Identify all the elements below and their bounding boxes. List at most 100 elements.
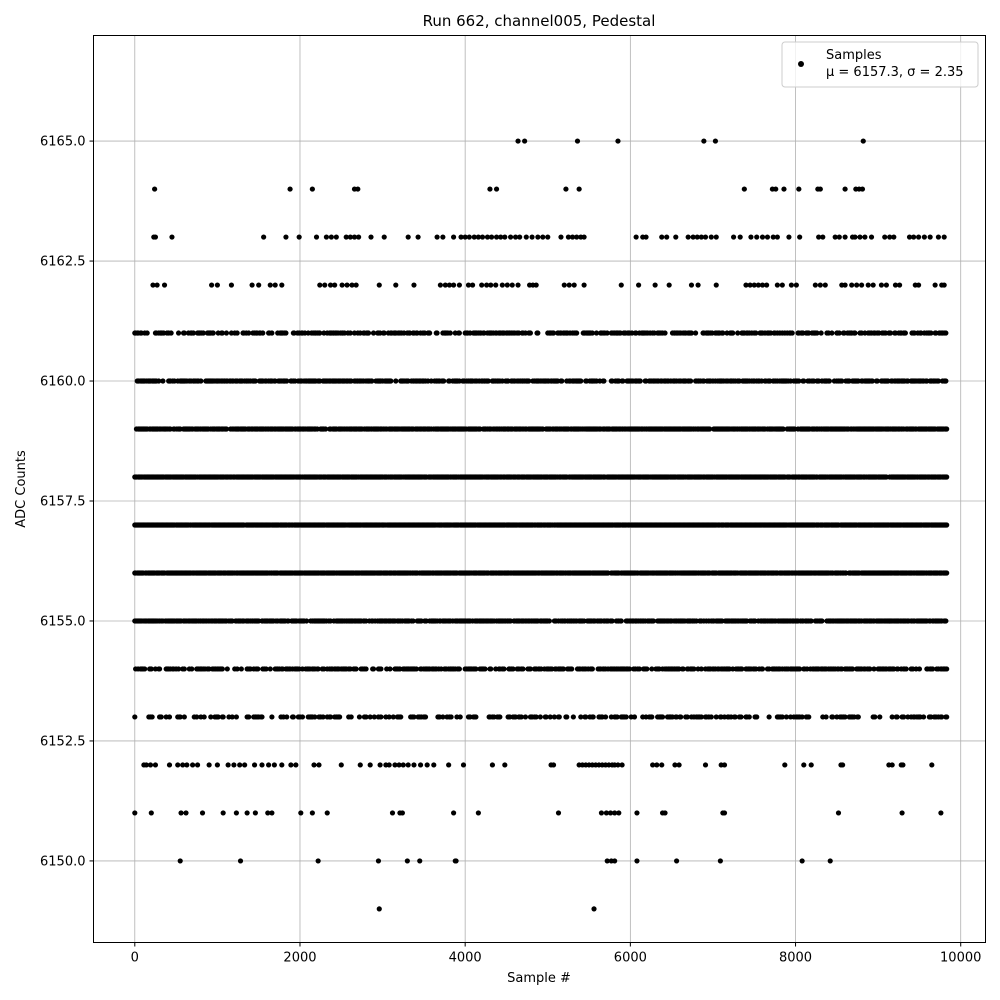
- data-point: [546, 618, 553, 624]
- data-point: [175, 666, 182, 672]
- data-point: [738, 714, 744, 720]
- data-point: [877, 714, 883, 720]
- data-point: [510, 666, 516, 672]
- data-point: [233, 714, 239, 720]
- data-point: [501, 666, 507, 672]
- data-point: [356, 714, 363, 720]
- data-point: [238, 666, 244, 672]
- data-point: [142, 666, 148, 672]
- data-point: [889, 714, 895, 720]
- data-point: [678, 714, 684, 720]
- data-point: [337, 714, 343, 720]
- data-point: [680, 666, 686, 672]
- data-point: [363, 666, 369, 672]
- data-point: [944, 666, 950, 672]
- data-point: [649, 714, 655, 720]
- data-point: [299, 714, 306, 720]
- data-point: [849, 666, 856, 672]
- data-point: [944, 570, 950, 576]
- data-point: [556, 714, 562, 720]
- data-point: [371, 714, 377, 720]
- data-point: [156, 666, 163, 672]
- data-point: [570, 714, 576, 720]
- data-point: [386, 714, 392, 720]
- data-point: [410, 618, 416, 624]
- data-point: [488, 666, 494, 672]
- data-point: [537, 714, 543, 720]
- data-point: [378, 714, 384, 720]
- data-point: [943, 618, 949, 624]
- data-point: [189, 666, 195, 672]
- data-point: [698, 666, 704, 672]
- data-point: [160, 378, 166, 384]
- data-point: [177, 714, 183, 720]
- data-point: [497, 714, 503, 720]
- data-point: [759, 666, 766, 672]
- data-point: [387, 666, 393, 672]
- data-point: [527, 666, 534, 672]
- data-point: [520, 666, 526, 672]
- data-point: [547, 714, 553, 720]
- data-point: [944, 426, 950, 432]
- data-point: [684, 714, 690, 720]
- data-point: [348, 714, 354, 720]
- data-point: [842, 714, 848, 720]
- data-point: [518, 714, 524, 720]
- data-point: [303, 618, 310, 624]
- data-point: [754, 714, 760, 720]
- data-point: [739, 666, 745, 672]
- data-point: [312, 714, 318, 720]
- data-point: [650, 618, 657, 624]
- data-point: [590, 714, 596, 720]
- data-point: [166, 714, 173, 720]
- data-point: [181, 666, 187, 672]
- data-point: [422, 714, 429, 720]
- data-point: [132, 714, 138, 720]
- data-point: [944, 714, 950, 720]
- data-point: [290, 714, 296, 720]
- data-point: [263, 666, 269, 672]
- data-point: [808, 618, 814, 624]
- data-point: [797, 666, 803, 672]
- data-point: [944, 522, 950, 528]
- data-point: [224, 666, 230, 672]
- data-point: [482, 666, 488, 672]
- data-point: [378, 666, 384, 672]
- data-point: [708, 714, 714, 720]
- data-point: [201, 714, 207, 720]
- data-point: [872, 714, 878, 720]
- data-point: [602, 714, 609, 720]
- data-point: [363, 714, 369, 720]
- data-point: [569, 666, 575, 672]
- data-point: [659, 714, 666, 720]
- data-point: [644, 666, 650, 672]
- data-point: [551, 714, 557, 720]
- data-point: [626, 666, 633, 672]
- data-point: [267, 666, 273, 672]
- data-point: [732, 714, 738, 720]
- data-point: [930, 666, 936, 672]
- data-point: [830, 714, 836, 720]
- data-point: [440, 714, 446, 720]
- data-point: [783, 714, 790, 720]
- data-point: [327, 714, 334, 720]
- data-point: [473, 666, 479, 672]
- data-point: [609, 618, 615, 624]
- data-point: [181, 714, 187, 720]
- data-point: [208, 714, 214, 720]
- data-point: [867, 666, 873, 672]
- data-point: [320, 714, 326, 720]
- data-point: [746, 714, 752, 720]
- data-point: [473, 714, 479, 720]
- data-point: [920, 714, 927, 720]
- data-point: [457, 714, 463, 720]
- data-point: [560, 666, 567, 672]
- data-point: [194, 714, 200, 720]
- data-points: [132, 138, 950, 912]
- data-point: [564, 714, 570, 720]
- data-point: [353, 666, 359, 672]
- data-point: [901, 714, 907, 720]
- data-point: [823, 714, 829, 720]
